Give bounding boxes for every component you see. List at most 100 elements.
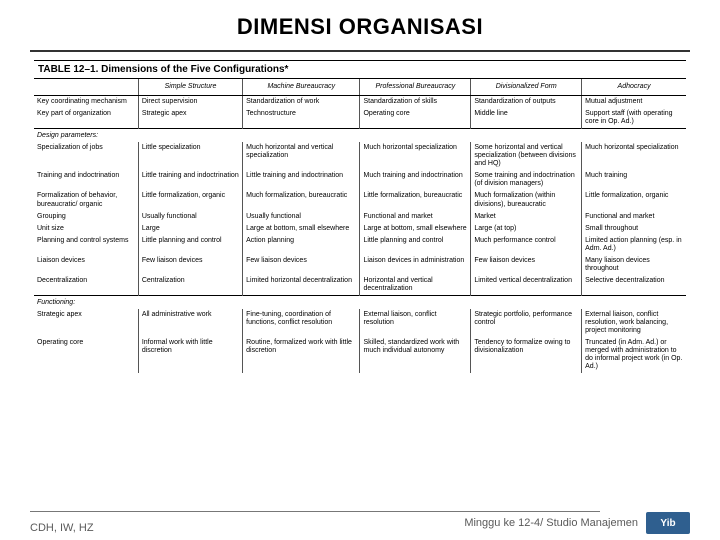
cell: Standardization of skills [360, 96, 471, 109]
cell: Market [471, 211, 582, 223]
cell: Informal work with little discretion [138, 337, 242, 373]
cell: External liaison, conflict resolution, w… [582, 309, 686, 337]
cell: Skilled, standardized work with much ind… [360, 337, 471, 373]
cell: Much training [582, 170, 686, 190]
row-head: Decentralization [34, 275, 138, 296]
cell: Some training and indoctrination (of div… [471, 170, 582, 190]
cell: Standardization of work [243, 96, 360, 109]
cell: Support staff (with operating core in Op… [582, 108, 686, 129]
cell: Tendency to formalize owing to divisiona… [471, 337, 582, 373]
cell: Little specialization [138, 142, 242, 170]
table-row: GroupingUsually functionalUsually functi… [34, 211, 686, 223]
cell: Large at bottom, small elsewhere [243, 223, 360, 235]
cell: External liaison, conflict resolution [360, 309, 471, 337]
cell: Many liaison devices throughout [582, 255, 686, 275]
table-row: Unit sizeLargeLarge at bottom, small els… [34, 223, 686, 235]
col-header: Professional Bureaucracy [360, 79, 471, 96]
table-container: TABLE 12–1. Dimensions of the Five Confi… [34, 60, 686, 373]
cell: Limited vertical decentralization [471, 275, 582, 296]
table-row: Strategic apexAll administrative workFin… [34, 309, 686, 337]
cell: Horizontal and vertical decentralization [360, 275, 471, 296]
cell: Functional and market [582, 211, 686, 223]
row-head: Unit size [34, 223, 138, 235]
cell: Little formalization, organic [138, 190, 242, 210]
col-header: Adhocracy [582, 79, 686, 96]
cell: Strategic portfolio, performance control [471, 309, 582, 337]
cell: Strategic apex [138, 108, 242, 129]
footer-right-group: Minggu ke 12-4/ Studio Manajemen Yib [464, 512, 690, 534]
table-caption: TABLE 12–1. Dimensions of the Five Confi… [34, 60, 686, 79]
group-label-row: Design parameters: [34, 129, 686, 143]
cell: Large at bottom, small elsewhere [360, 223, 471, 235]
row-head: Key coordinating mechanism [34, 96, 138, 109]
table-row: Operating coreInformal work with little … [34, 337, 686, 373]
cell: Selective decentralization [582, 275, 686, 296]
slide: DIMENSI ORGANISASI TABLE 12–1. Dimension… [0, 0, 720, 540]
cell: Truncated (in Adm. Ad.) or merged with a… [582, 337, 686, 373]
cell: Action planning [243, 235, 360, 255]
dimensions-table: Simple Structure Machine Bureaucracy Pro… [34, 79, 686, 373]
table-body: Key coordinating mechanismDirect supervi… [34, 96, 686, 374]
table-row: Liaison devicesFew liaison devicesFew li… [34, 255, 686, 275]
row-head: Training and indoctrination [34, 170, 138, 190]
cell: Direct supervision [138, 96, 242, 109]
cell: Little training and indoctrination [243, 170, 360, 190]
table-row: Formalization of behavior, bureaucratic/… [34, 190, 686, 210]
footer-right: Minggu ke 12-4/ Studio Manajemen [464, 517, 638, 529]
slide-title: DIMENSI ORGANISASI [0, 0, 720, 46]
cell: Mutual adjustment [582, 96, 686, 109]
row-head: Planning and control systems [34, 235, 138, 255]
table-row: Key part of organizationStrategic apexTe… [34, 108, 686, 129]
row-head: Strategic apex [34, 309, 138, 337]
cell: Centralization [138, 275, 242, 296]
col-header: Simple Structure [138, 79, 242, 96]
row-head: Operating core [34, 337, 138, 373]
col-header: Machine Bureaucracy [243, 79, 360, 96]
cell: Much training and indoctrination [360, 170, 471, 190]
group-label: Design parameters: [34, 129, 686, 143]
table-row: Training and indoctrination Little traini… [34, 170, 686, 190]
cell: Functional and market [360, 211, 471, 223]
row-head: Grouping [34, 211, 138, 223]
row-head: Specialization of jobs [34, 142, 138, 170]
cell: Limited horizontal decentralization [243, 275, 360, 296]
row-head: Formalization of behavior, bureaucratic/… [34, 190, 138, 210]
table-header-row: Simple Structure Machine Bureaucracy Pro… [34, 79, 686, 96]
table-row: Key coordinating mechanismDirect supervi… [34, 96, 686, 109]
cell: Liaison devices in administration [360, 255, 471, 275]
cell: Much horizontal and vertical specializat… [243, 142, 360, 170]
col-header: Divisionalized Form [471, 79, 582, 96]
footer-left: CDH, IW, HZ [30, 522, 94, 534]
cell: Much formalization (within divisions), b… [471, 190, 582, 210]
cell: Usually functional [138, 211, 242, 223]
footer: CDH, IW, HZ Minggu ke 12-4/ Studio Manaj… [30, 512, 690, 534]
cell: Little planning and control [138, 235, 242, 255]
cell: Small throughout [582, 223, 686, 235]
cell: Routine, formalized work with little dis… [243, 337, 360, 373]
table-row: DecentralizationCentralizationLimited ho… [34, 275, 686, 296]
cell: Little planning and control [360, 235, 471, 255]
cell: Operating core [360, 108, 471, 129]
title-underline [30, 50, 690, 52]
cell: Fine-tuning, coordination of functions, … [243, 309, 360, 337]
cell: All administrative work [138, 309, 242, 337]
cell: Much performance control [471, 235, 582, 255]
cell: Technostructure [243, 108, 360, 129]
logo: Yib [646, 512, 690, 534]
cell: Standardization of outputs [471, 96, 582, 109]
cell: Much horizontal specialization [360, 142, 471, 170]
row-head: Key part of organization [34, 108, 138, 129]
cell: Middle line [471, 108, 582, 129]
cell: Usually functional [243, 211, 360, 223]
cell: Little formalization, organic [582, 190, 686, 210]
group-label: Functioning: [34, 295, 686, 309]
cell: Large [138, 223, 242, 235]
table-row: Specialization of jobsLittle specializat… [34, 142, 686, 170]
table-row: Planning and control systemsLittle plann… [34, 235, 686, 255]
cell: Much formalization, bureaucratic [243, 190, 360, 210]
cell: Few liaison devices [138, 255, 242, 275]
cell: Few liaison devices [243, 255, 360, 275]
cell: Little formalization, bureaucratic [360, 190, 471, 210]
row-head: Liaison devices [34, 255, 138, 275]
group-label-row: Functioning: [34, 295, 686, 309]
